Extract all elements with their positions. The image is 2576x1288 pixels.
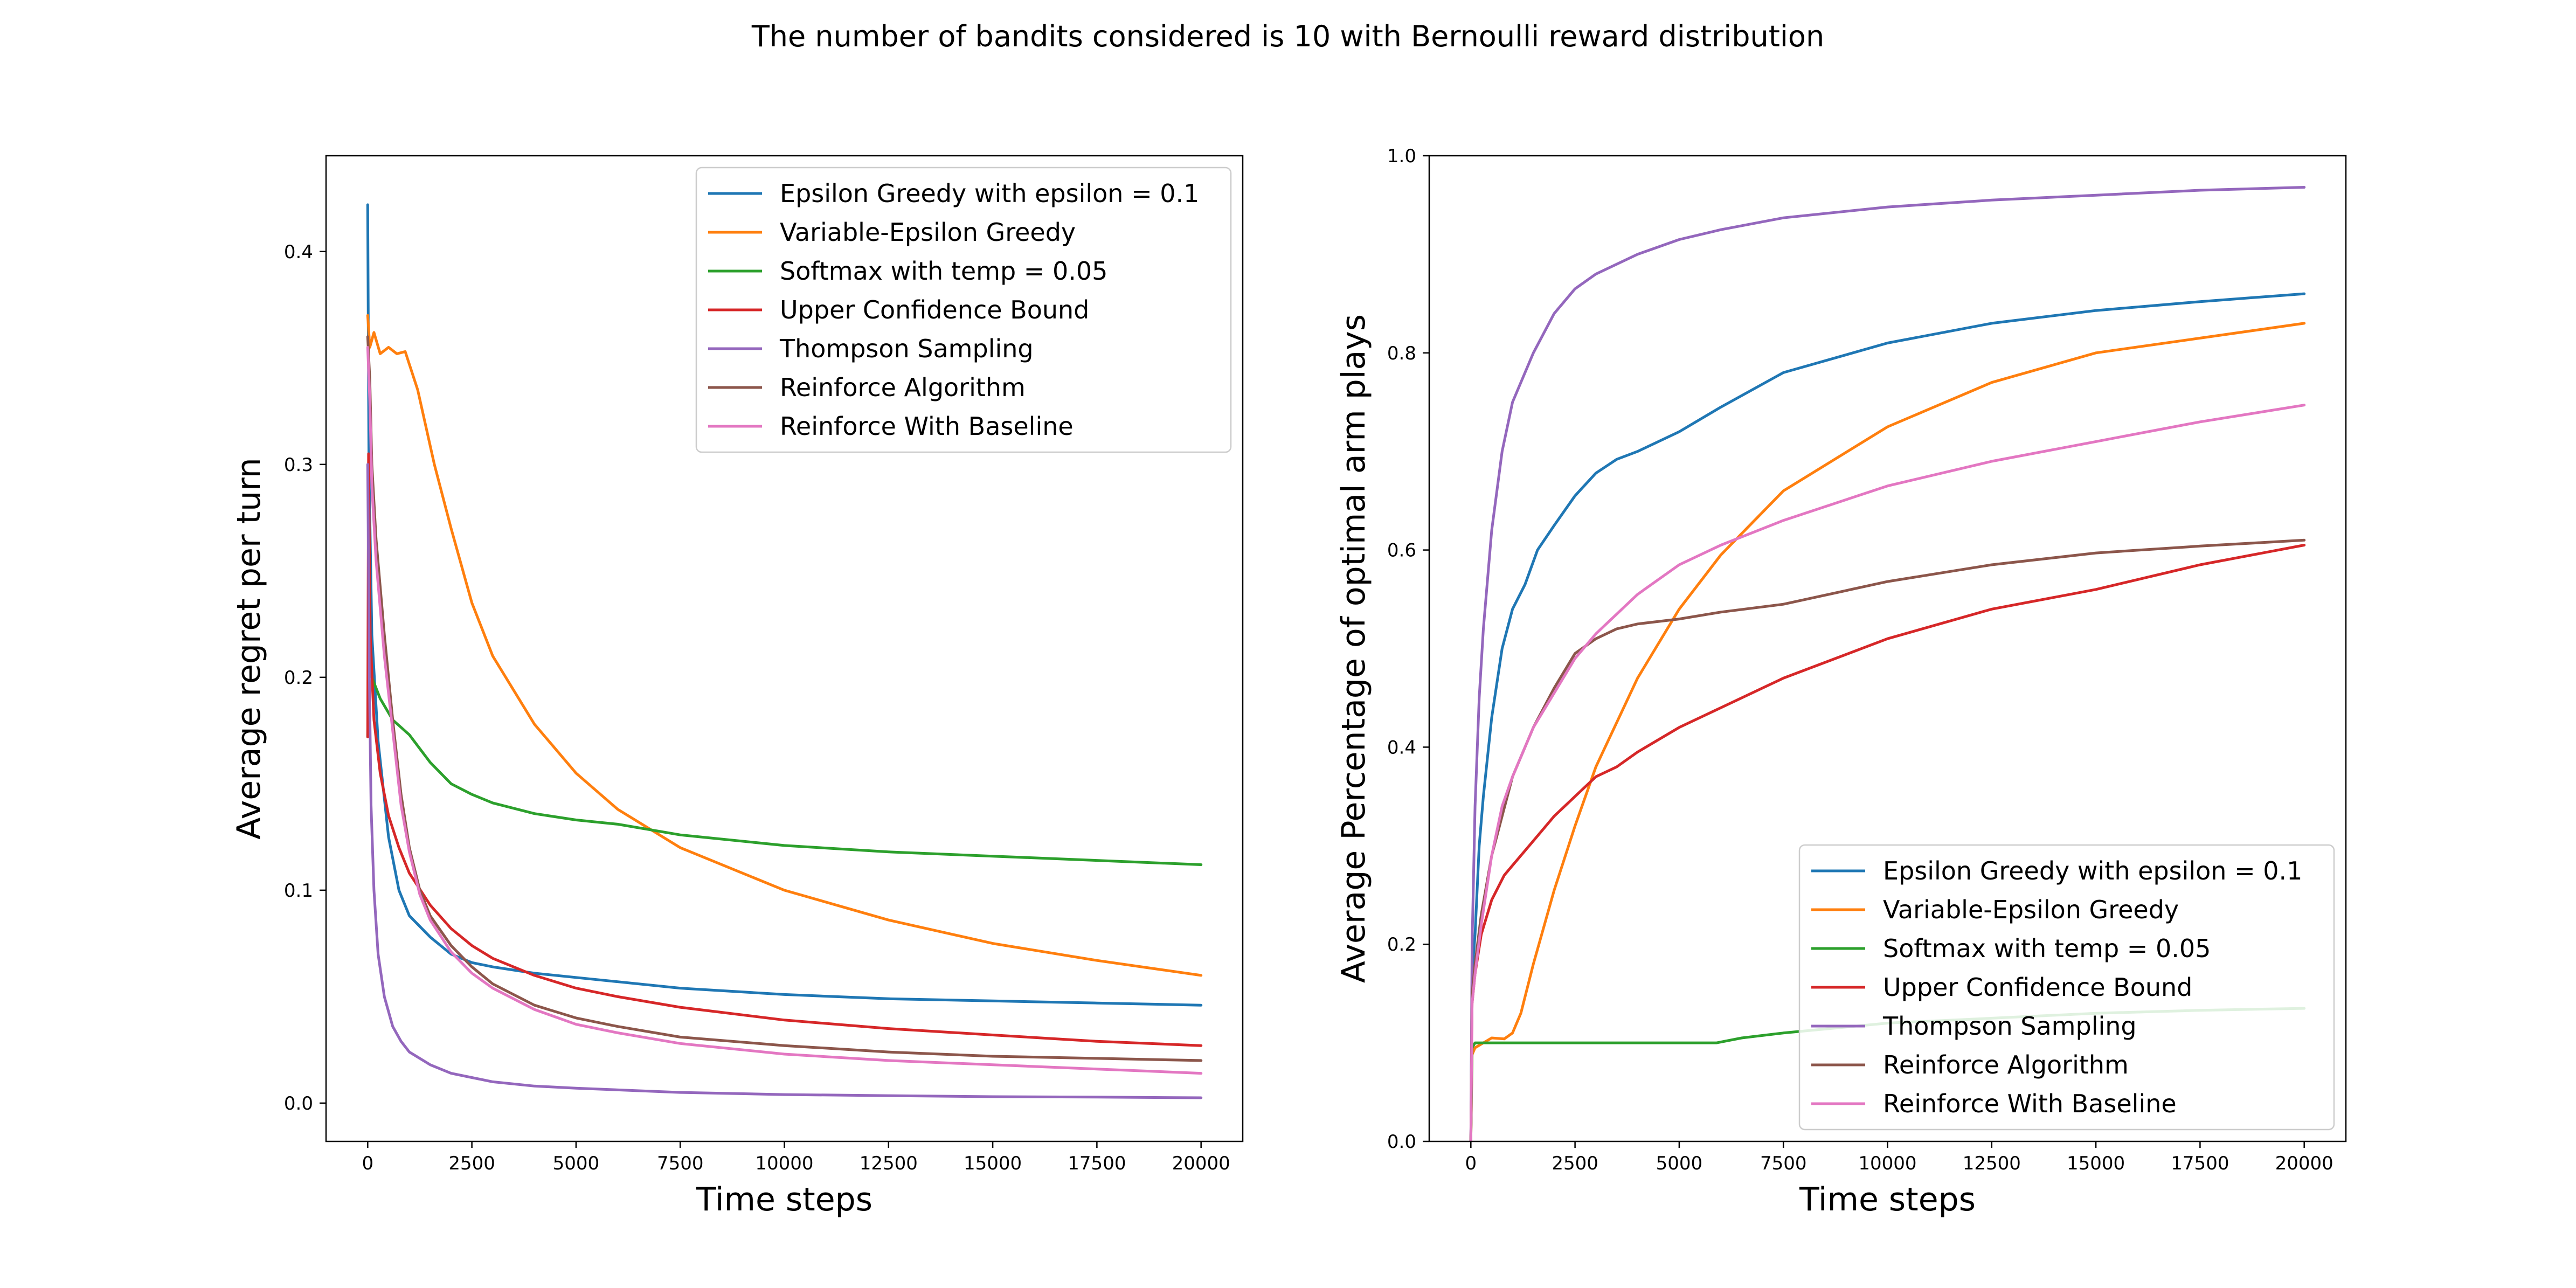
y-tick-label: 0.3 [284,454,313,476]
y-tick-label: 0.2 [1387,934,1416,955]
y-axis-label: Average regret per turn [230,458,268,840]
x-tick-label: 17500 [1068,1153,1126,1174]
series-line-5 [366,335,1203,1062]
y-axis-label: Average Percentage of optimal arm plays [1335,314,1373,983]
series-line-2 [366,665,1203,866]
x-axis-label: Time steps [1799,1181,1976,1218]
series-line-6 [1469,404,2306,1141]
y-tick-label: 0.2 [284,667,313,689]
y-tick-label: 0.0 [1387,1131,1416,1153]
series-line-4 [1469,186,2306,1141]
legend-box [1798,844,2335,1131]
x-tick-label: 7500 [1760,1153,1807,1174]
legend-label: Softmax with temp = 0.05 [780,257,1107,286]
x-axis-label: Time steps [696,1181,872,1218]
x-tick-label: 5000 [553,1153,600,1174]
y-tick-label: 0.1 [284,880,313,902]
x-tick-label: 10000 [755,1153,813,1174]
legend: Epsilon Greedy with epsilon = 0.1 Variabl… [695,167,1232,453]
x-tick-label: 12500 [860,1153,918,1174]
legend-label: Reinforce Algorithm [1883,1050,2129,1079]
y-tick-label: 0.0 [284,1093,313,1114]
series-line-6 [366,346,1203,1075]
x-tick-label: 15000 [2067,1153,2125,1174]
series-lines [1469,186,2306,1141]
legend-label: Reinforce Algorithm [780,373,1026,402]
legend-label: Upper Confidence Bound [1883,973,2192,1002]
series-line-3 [1469,544,2306,1141]
y-tick-label: 0.8 [1387,343,1416,364]
regret-chart: 0 2500 5000 7500 10000 12500 15000 17500 20000 0.… [230,155,1244,1218]
series-line-4 [366,463,1203,1099]
x-tick-label: 10000 [1858,1153,1916,1174]
legend-label: Epsilon Greedy with epsilon = 0.1 [780,179,1199,208]
legend-label: Thompson Sampling [779,334,1034,363]
y-tick-label: 1.0 [1387,146,1416,167]
series-line-1 [1469,322,2306,1141]
figure-title: The number of bandits considered is 10 w… [751,19,1824,53]
x-tick-label: 5000 [1656,1153,1703,1174]
series-lines [366,203,1203,1099]
legend-label: Variable-Epsilon Greedy [1883,895,2179,924]
series-line-0 [366,203,1203,1007]
x-tick-label: 12500 [1963,1153,2021,1174]
x-tick-label: 2500 [1552,1153,1598,1174]
y-tick-label: 0.4 [1387,737,1416,758]
x-tick-label: 17500 [2171,1153,2229,1174]
legend: Epsilon Greedy with epsilon = 0.1 Variabl… [1798,844,2335,1131]
series-line-3 [366,452,1203,1047]
y-tick-label: 0.6 [1387,540,1416,562]
legend-label: Epsilon Greedy with epsilon = 0.1 [1883,856,2302,885]
legend-label: Upper Confidence Bound [780,295,1089,324]
legend-box [695,167,1232,453]
y-tick-label: 0.4 [284,241,313,263]
optimal-arm-chart: 0 2500 5000 7500 10000 12500 15000 17500 20000 0.… [1335,146,2347,1218]
x-tick-label: 7500 [657,1153,704,1174]
legend-label: Reinforce With Baseline [1883,1089,2177,1118]
series-line-0 [1469,292,2306,1141]
x-tick-label: 20000 [1172,1153,1230,1174]
x-tick-label: 20000 [2275,1153,2333,1174]
legend-label: Softmax with temp = 0.05 [1883,934,2211,963]
series-line-1 [366,314,1203,977]
x-tick-label: 0 [362,1153,373,1174]
legend-label: Reinforce With Baseline [780,412,1074,441]
x-tick-label: 15000 [964,1153,1022,1174]
legend-label: Variable-Epsilon Greedy [780,218,1076,247]
x-tick-label: 2500 [448,1153,495,1174]
legend-label: Thompson Sampling [1882,1012,2137,1041]
x-tick-label: 0 [1465,1153,1477,1174]
